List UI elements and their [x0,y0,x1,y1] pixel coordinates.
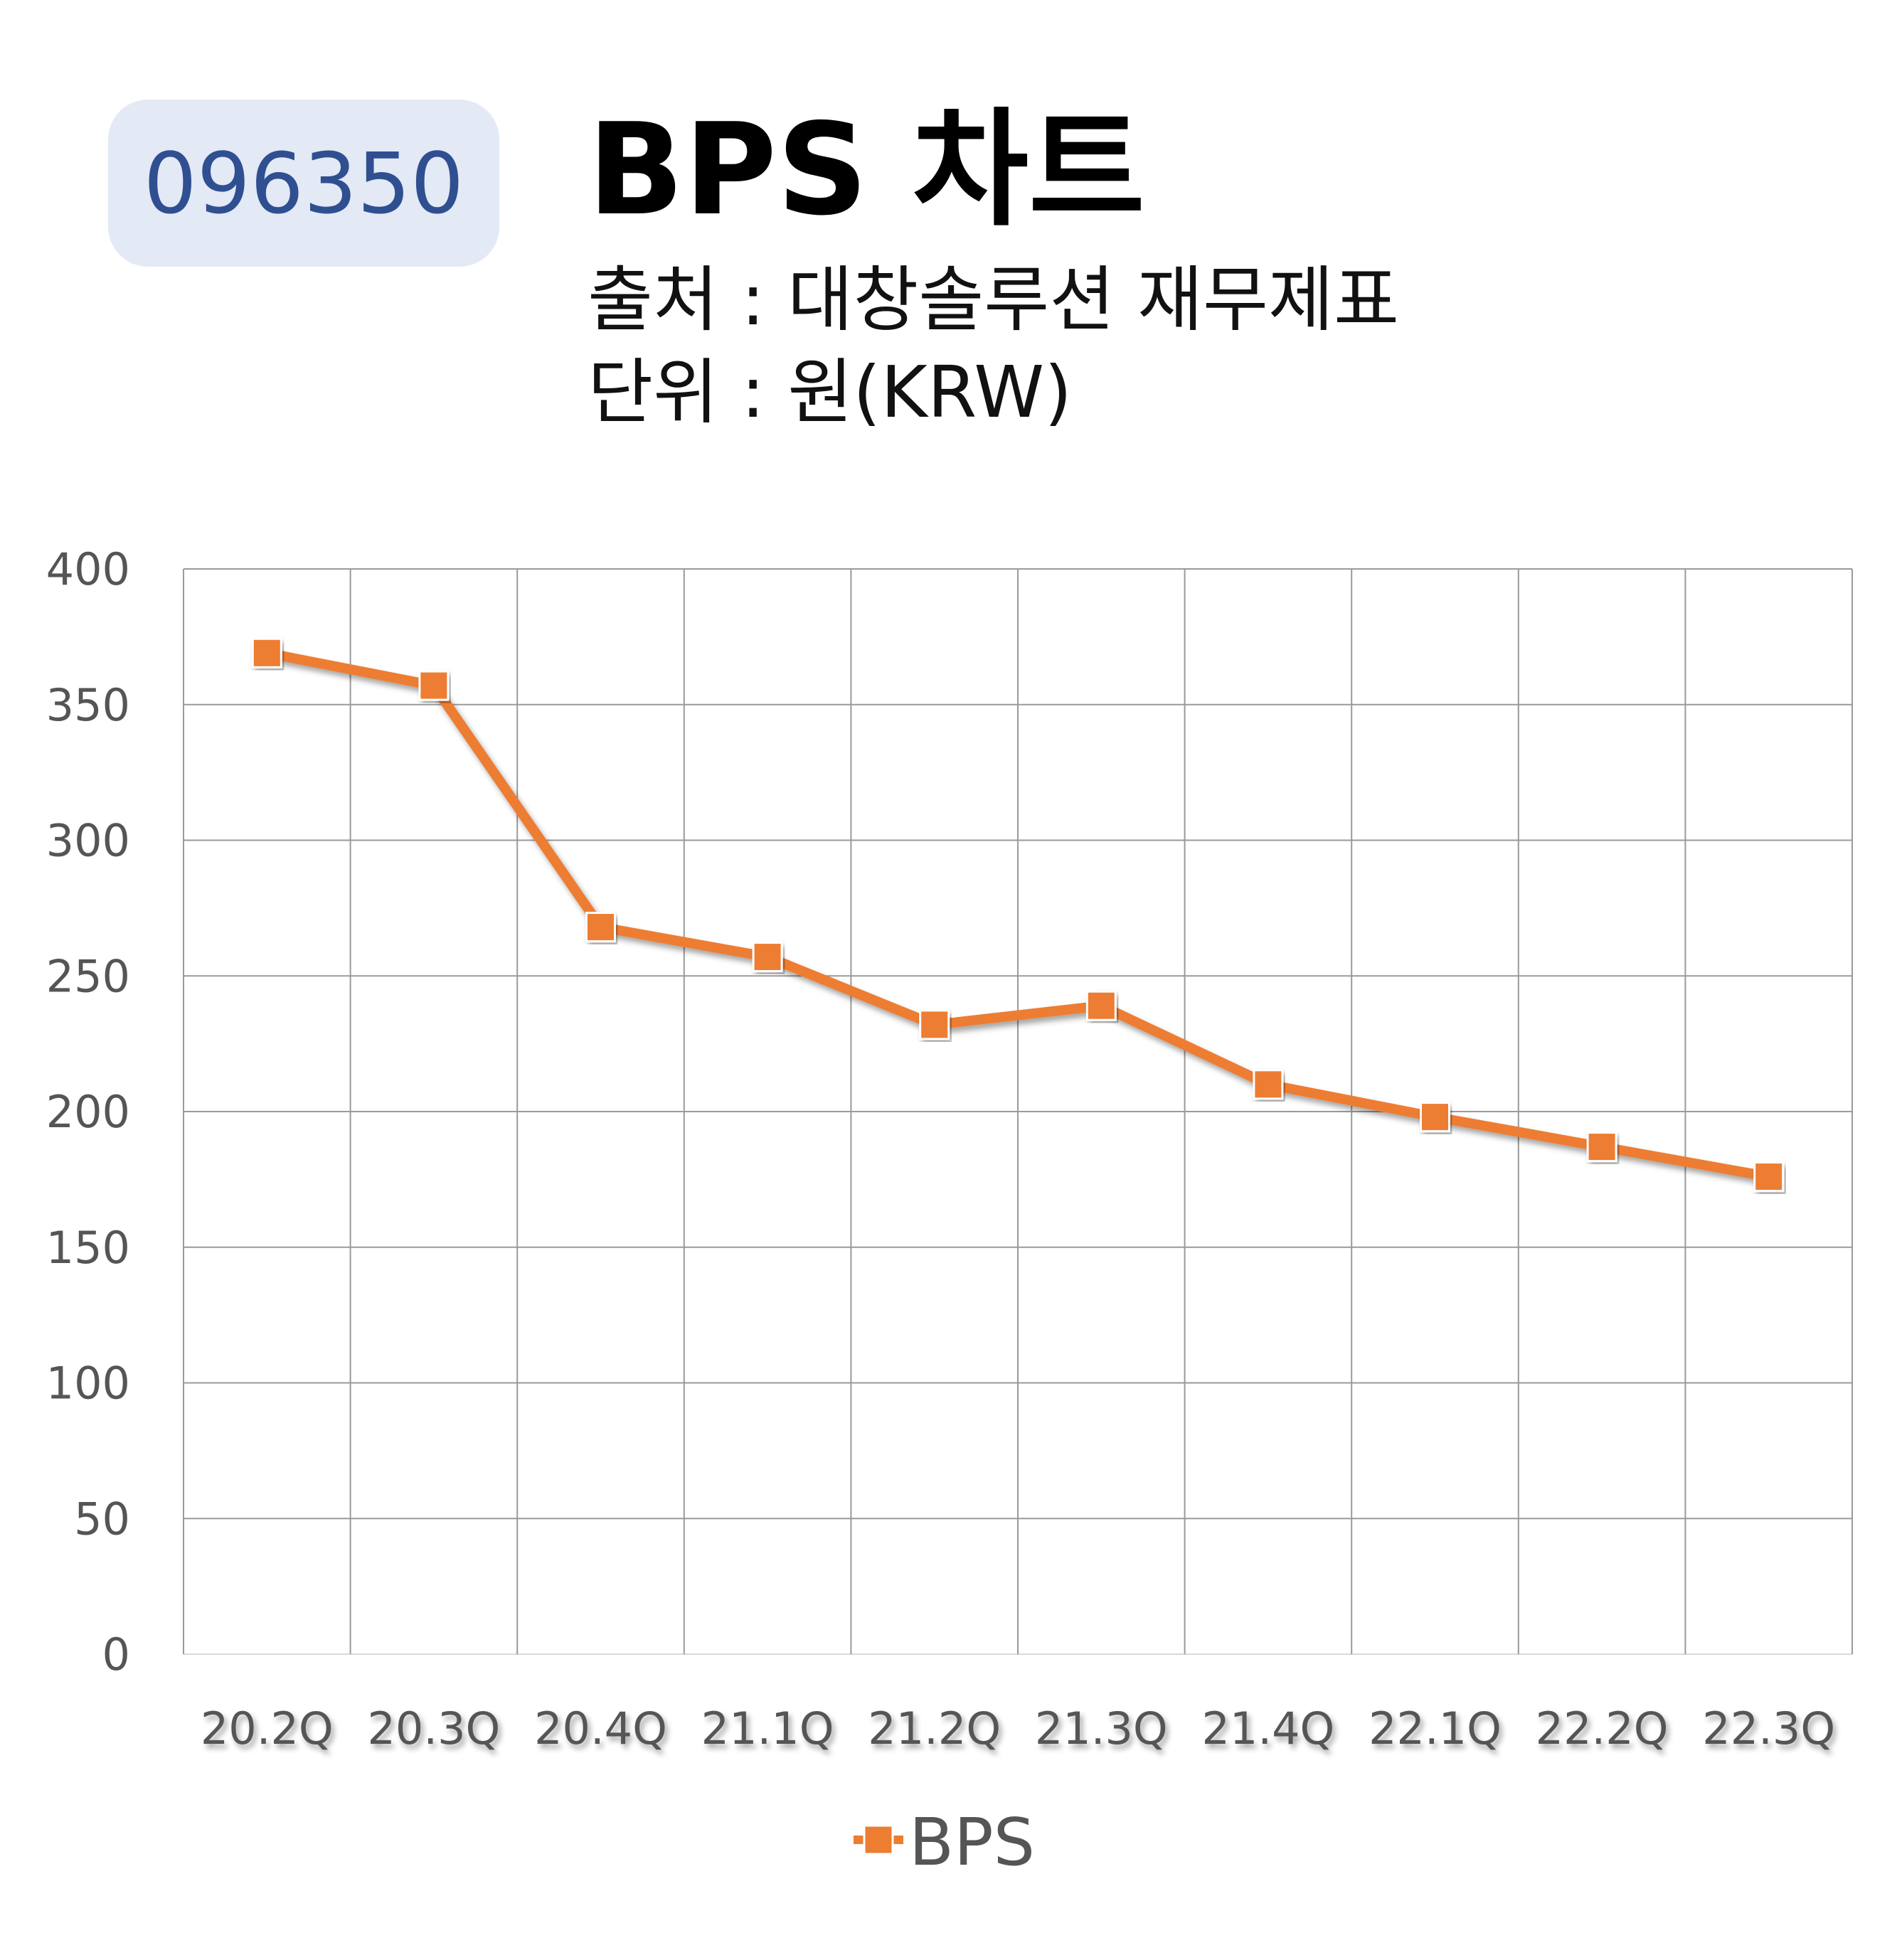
chart-title: BPS 차트 [588,96,1145,243]
source-label: 출처 : 대창솔루션 재무제표 [588,258,1400,341]
y-tick-label: 300 [46,815,130,867]
y-tick-label: 250 [46,950,130,1002]
stock-code-badge: 096350 [108,100,499,267]
legend-label: BPS [909,1804,1035,1880]
data-point [418,670,450,701]
data-point [1586,1131,1617,1163]
x-tick-label: 20.4Q [534,1703,667,1754]
y-tick-label: 100 [46,1358,130,1410]
data-point [1253,1069,1284,1100]
grid-lines [183,568,1853,1655]
data-point [919,1009,950,1040]
x-tick-label: 22.3Q [1702,1703,1835,1754]
x-tick-label: 20.3Q [367,1703,500,1754]
stock-code: 096350 [143,134,464,233]
y-tick-label: 50 [74,1493,130,1545]
y-tick-label: 350 [46,679,130,731]
y-tick-label: 150 [46,1222,130,1274]
x-tick-label: 21.2Q [868,1703,1001,1754]
x-axis-ticks: 20.2Q 20.3Q 20.4Q 21.1Q 21.2Q 21.3Q 21.4Q 22.1Q… [201,1703,1835,1754]
y-tick-label: 0 [102,1629,130,1681]
x-tick-label: 21.3Q [1035,1703,1168,1754]
series-bps [251,637,1785,1193]
x-tick-label: 22.1Q [1369,1703,1502,1754]
series-line [265,648,1770,1182]
data-point [1085,990,1117,1021]
legend-marker [863,1824,894,1855]
x-tick-label: 22.2Q [1536,1703,1669,1754]
y-tick-label: 200 [46,1086,130,1138]
data-point [1753,1161,1785,1193]
x-tick-label: 21.4Q [1201,1703,1334,1754]
y-tick-label: 400 [46,543,130,595]
y-axis-ticks: 0 50 100 150 200 250 300 350 400 [46,543,130,1681]
x-tick-label: 21.1Q [701,1703,834,1754]
data-point [251,637,282,669]
data-point [752,942,783,973]
unit-label: 단위 : 원(KRW) [588,351,1073,434]
data-point [1420,1102,1450,1133]
x-tick-label: 20.2Q [201,1703,334,1754]
legend: BPS [854,1804,1035,1880]
data-point [585,912,616,943]
